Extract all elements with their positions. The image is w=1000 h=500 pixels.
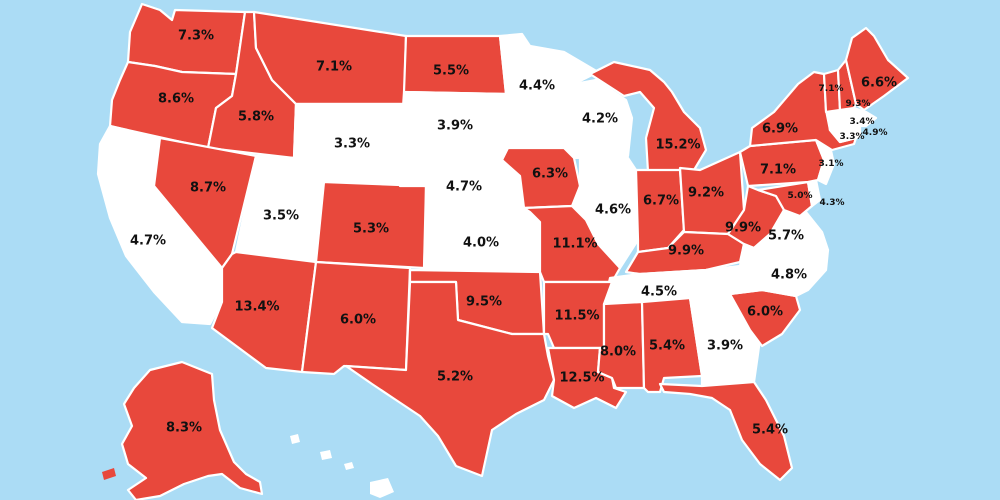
- label-NC: 4.8%: [771, 268, 807, 283]
- label-CT: 3.3%: [840, 132, 865, 142]
- label-KY: 9.9%: [668, 244, 704, 259]
- state-FL: [658, 380, 794, 482]
- label-VT: 7.1%: [819, 84, 844, 94]
- label-AL: 5.4%: [649, 339, 685, 354]
- label-IL: 4.6%: [595, 203, 631, 218]
- state-HI: [290, 434, 300, 444]
- label-FL: 5.4%: [752, 423, 788, 438]
- state-NM: [300, 260, 412, 376]
- label-CA: 4.7%: [130, 234, 166, 249]
- label-UT: 3.5%: [263, 209, 299, 224]
- label-SC: 6.0%: [747, 305, 783, 320]
- label-TX: 5.2%: [437, 370, 473, 385]
- label-IN: 6.7%: [643, 194, 679, 209]
- label-DE: 4.3%: [820, 198, 845, 208]
- label-MT: 7.1%: [316, 60, 352, 75]
- label-NH: 9.3%: [846, 99, 871, 109]
- label-MO: 11.1%: [552, 237, 597, 252]
- state-MI: [588, 60, 708, 174]
- hawaii-island-2: [320, 450, 332, 460]
- label-CO: 5.3%: [353, 222, 389, 237]
- state-MA: [826, 106, 878, 132]
- label-SD: 3.9%: [437, 119, 473, 134]
- state-labels: 7.3% 8.6% 5.8% 7.1% 5.5% 4.4% 4.2% 15.2%…: [130, 29, 897, 438]
- label-AZ: 13.4%: [234, 300, 279, 315]
- label-MA: 3.4%: [850, 117, 875, 127]
- label-NV: 8.7%: [190, 181, 226, 196]
- label-MN: 4.4%: [519, 79, 555, 94]
- label-NY: 6.9%: [762, 122, 798, 137]
- hawaii-island-4: [370, 478, 394, 498]
- label-WV: 9.9%: [725, 221, 761, 236]
- hawaii-island-3: [344, 462, 354, 470]
- state-VA: [738, 208, 830, 268]
- label-ND: 5.5%: [433, 64, 469, 79]
- label-TN: 4.5%: [641, 285, 677, 300]
- label-ME: 6.6%: [861, 76, 897, 91]
- label-OR: 8.6%: [158, 92, 194, 107]
- label-MS: 8.0%: [600, 345, 636, 360]
- label-VA: 5.7%: [768, 229, 804, 244]
- state-WI: [558, 78, 634, 160]
- label-RI: 4.9%: [863, 128, 888, 138]
- label-ID: 5.8%: [238, 110, 274, 125]
- label-GA: 3.9%: [707, 339, 743, 354]
- label-AR: 11.5%: [554, 309, 599, 324]
- label-WA: 7.3%: [178, 29, 214, 44]
- label-AK: 8.3%: [166, 421, 202, 436]
- state-NH: [836, 58, 858, 112]
- label-WI: 4.2%: [582, 112, 618, 127]
- label-KS: 4.0%: [463, 236, 499, 251]
- label-OH: 9.2%: [688, 186, 724, 201]
- label-LA: 12.5%: [559, 371, 604, 386]
- state-ME: [844, 26, 910, 112]
- label-WY: 3.3%: [334, 137, 370, 152]
- label-NE: 4.7%: [446, 180, 482, 195]
- label-MD: 5.0%: [788, 191, 813, 201]
- label-IA: 6.3%: [532, 167, 568, 182]
- state-AK: [120, 360, 264, 500]
- label-MI: 15.2%: [655, 138, 700, 153]
- label-NJ: 3.1%: [819, 159, 844, 169]
- label-OK: 9.5%: [466, 295, 502, 310]
- label-PA: 7.1%: [760, 163, 796, 178]
- alaska-island: [102, 468, 116, 480]
- state-TX: [344, 280, 556, 478]
- label-NM: 6.0%: [340, 313, 376, 328]
